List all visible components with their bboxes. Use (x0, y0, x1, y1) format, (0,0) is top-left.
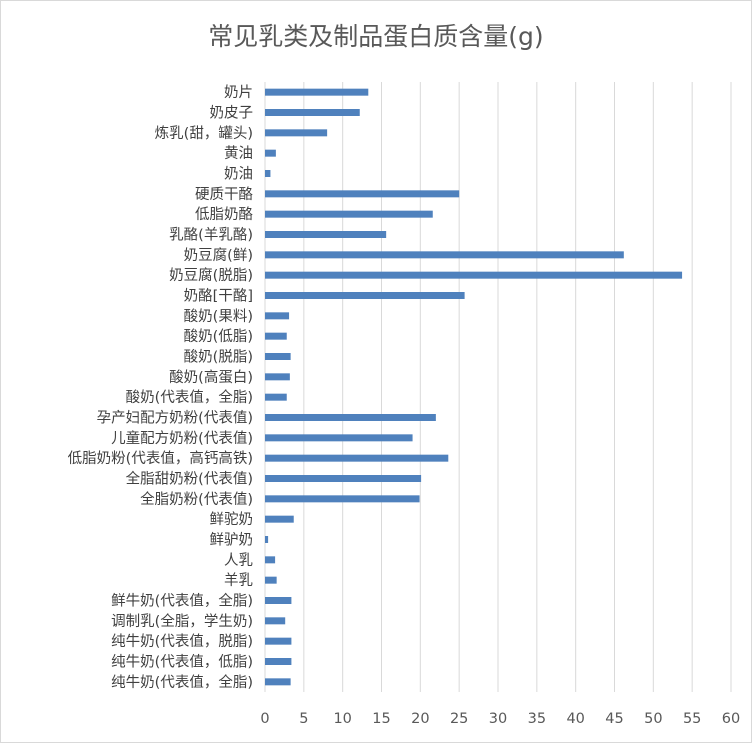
category-label: 鲜驼奶 (210, 511, 254, 528)
category-label: 低脂奶酪 (195, 206, 253, 223)
bar (265, 231, 387, 238)
category-label: 全脂甜奶粉(代表值) (126, 470, 253, 488)
bar (265, 617, 286, 625)
category-label: 酸奶(脱脂) (184, 349, 253, 366)
category-label: 鲜驴奶 (210, 532, 254, 549)
bar (265, 597, 292, 604)
category-label: 乳酪(羊乳酪) (169, 227, 253, 244)
x-tick-label: 30 (489, 711, 507, 727)
bar (265, 332, 287, 340)
chart-title: 常见乳类及制品蛋白质含量(g) (208, 22, 544, 51)
x-tick-label: 55 (683, 711, 701, 727)
bar (265, 271, 683, 279)
bar (265, 393, 287, 401)
bar (265, 678, 291, 686)
bar (265, 312, 290, 320)
bar (265, 454, 449, 462)
bar (265, 414, 436, 421)
category-label: 纯牛奶(代表值，全脂) (111, 673, 253, 691)
category-label: 奶片 (224, 84, 253, 101)
category-label: 奶豆腐(脱脂) (169, 266, 253, 284)
category-label: 人乳 (224, 552, 253, 569)
bar (265, 292, 465, 299)
bar (265, 373, 290, 381)
category-label: 奶油 (224, 166, 253, 183)
category-label: 酸奶(高蛋白) (169, 369, 253, 386)
x-tick-label: 5 (299, 711, 308, 727)
category-label: 儿童配方奶粉(代表值) (111, 429, 253, 447)
category-label: 调制乳(全脂，学生奶) (111, 612, 253, 630)
category-label: 低脂奶粉(代表值，高钙高铁) (68, 450, 253, 467)
category-label: 纯牛奶(代表值，低脂) (111, 654, 253, 671)
bar (265, 149, 276, 157)
bar (265, 536, 269, 543)
category-label: 羊乳 (224, 572, 253, 589)
bar (265, 658, 292, 665)
bar (265, 88, 369, 96)
bar (265, 190, 460, 198)
bar (265, 434, 413, 442)
bar (265, 210, 433, 218)
bar (265, 109, 360, 116)
x-tick-label: 35 (528, 711, 546, 727)
x-tick-label: 40 (566, 711, 584, 727)
bar (265, 515, 294, 523)
bar (265, 353, 291, 360)
category-label: 鲜牛奶(代表值，全脂) (111, 592, 253, 610)
x-tick-label: 45 (605, 711, 623, 727)
category-label: 黄油 (224, 145, 253, 162)
category-label: 炼乳(甜，罐头) (155, 125, 253, 142)
bar (265, 170, 271, 177)
category-label: 奶豆腐(鲜) (184, 246, 253, 264)
category-label: 奶酪[干酪] (184, 288, 253, 305)
x-tick-label: 15 (372, 711, 390, 727)
category-label: 全脂奶粉(代表值) (140, 490, 253, 508)
bar (265, 495, 420, 503)
bar (265, 637, 292, 645)
x-tick-label: 50 (644, 711, 662, 727)
category-label: 孕产妇配方奶粉(代表值) (97, 410, 253, 427)
bar (265, 475, 422, 482)
category-label: 酸奶(代表值，全脂) (126, 388, 253, 406)
x-tick-label: 10 (333, 711, 351, 727)
x-tick-label: 25 (450, 711, 468, 727)
x-tick-label: 20 (411, 711, 429, 727)
category-label: 酸奶(果料) (184, 308, 253, 325)
category-label: 硬质干酪 (195, 186, 253, 203)
x-tick-label: 60 (722, 711, 740, 727)
bar (265, 556, 276, 564)
bar (265, 251, 624, 259)
x-tick-label: 0 (260, 711, 269, 727)
bar (265, 129, 328, 137)
category-label: 酸奶(低脂) (184, 328, 253, 345)
category-label: 纯牛奶(代表值，脱脂) (111, 633, 253, 650)
category-label: 奶皮子 (210, 105, 254, 122)
bar (265, 576, 277, 584)
